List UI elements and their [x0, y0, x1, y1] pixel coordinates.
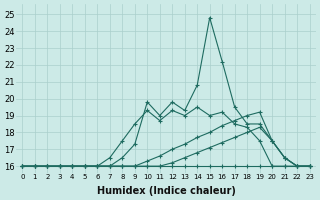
X-axis label: Humidex (Indice chaleur): Humidex (Indice chaleur) [97, 186, 236, 196]
